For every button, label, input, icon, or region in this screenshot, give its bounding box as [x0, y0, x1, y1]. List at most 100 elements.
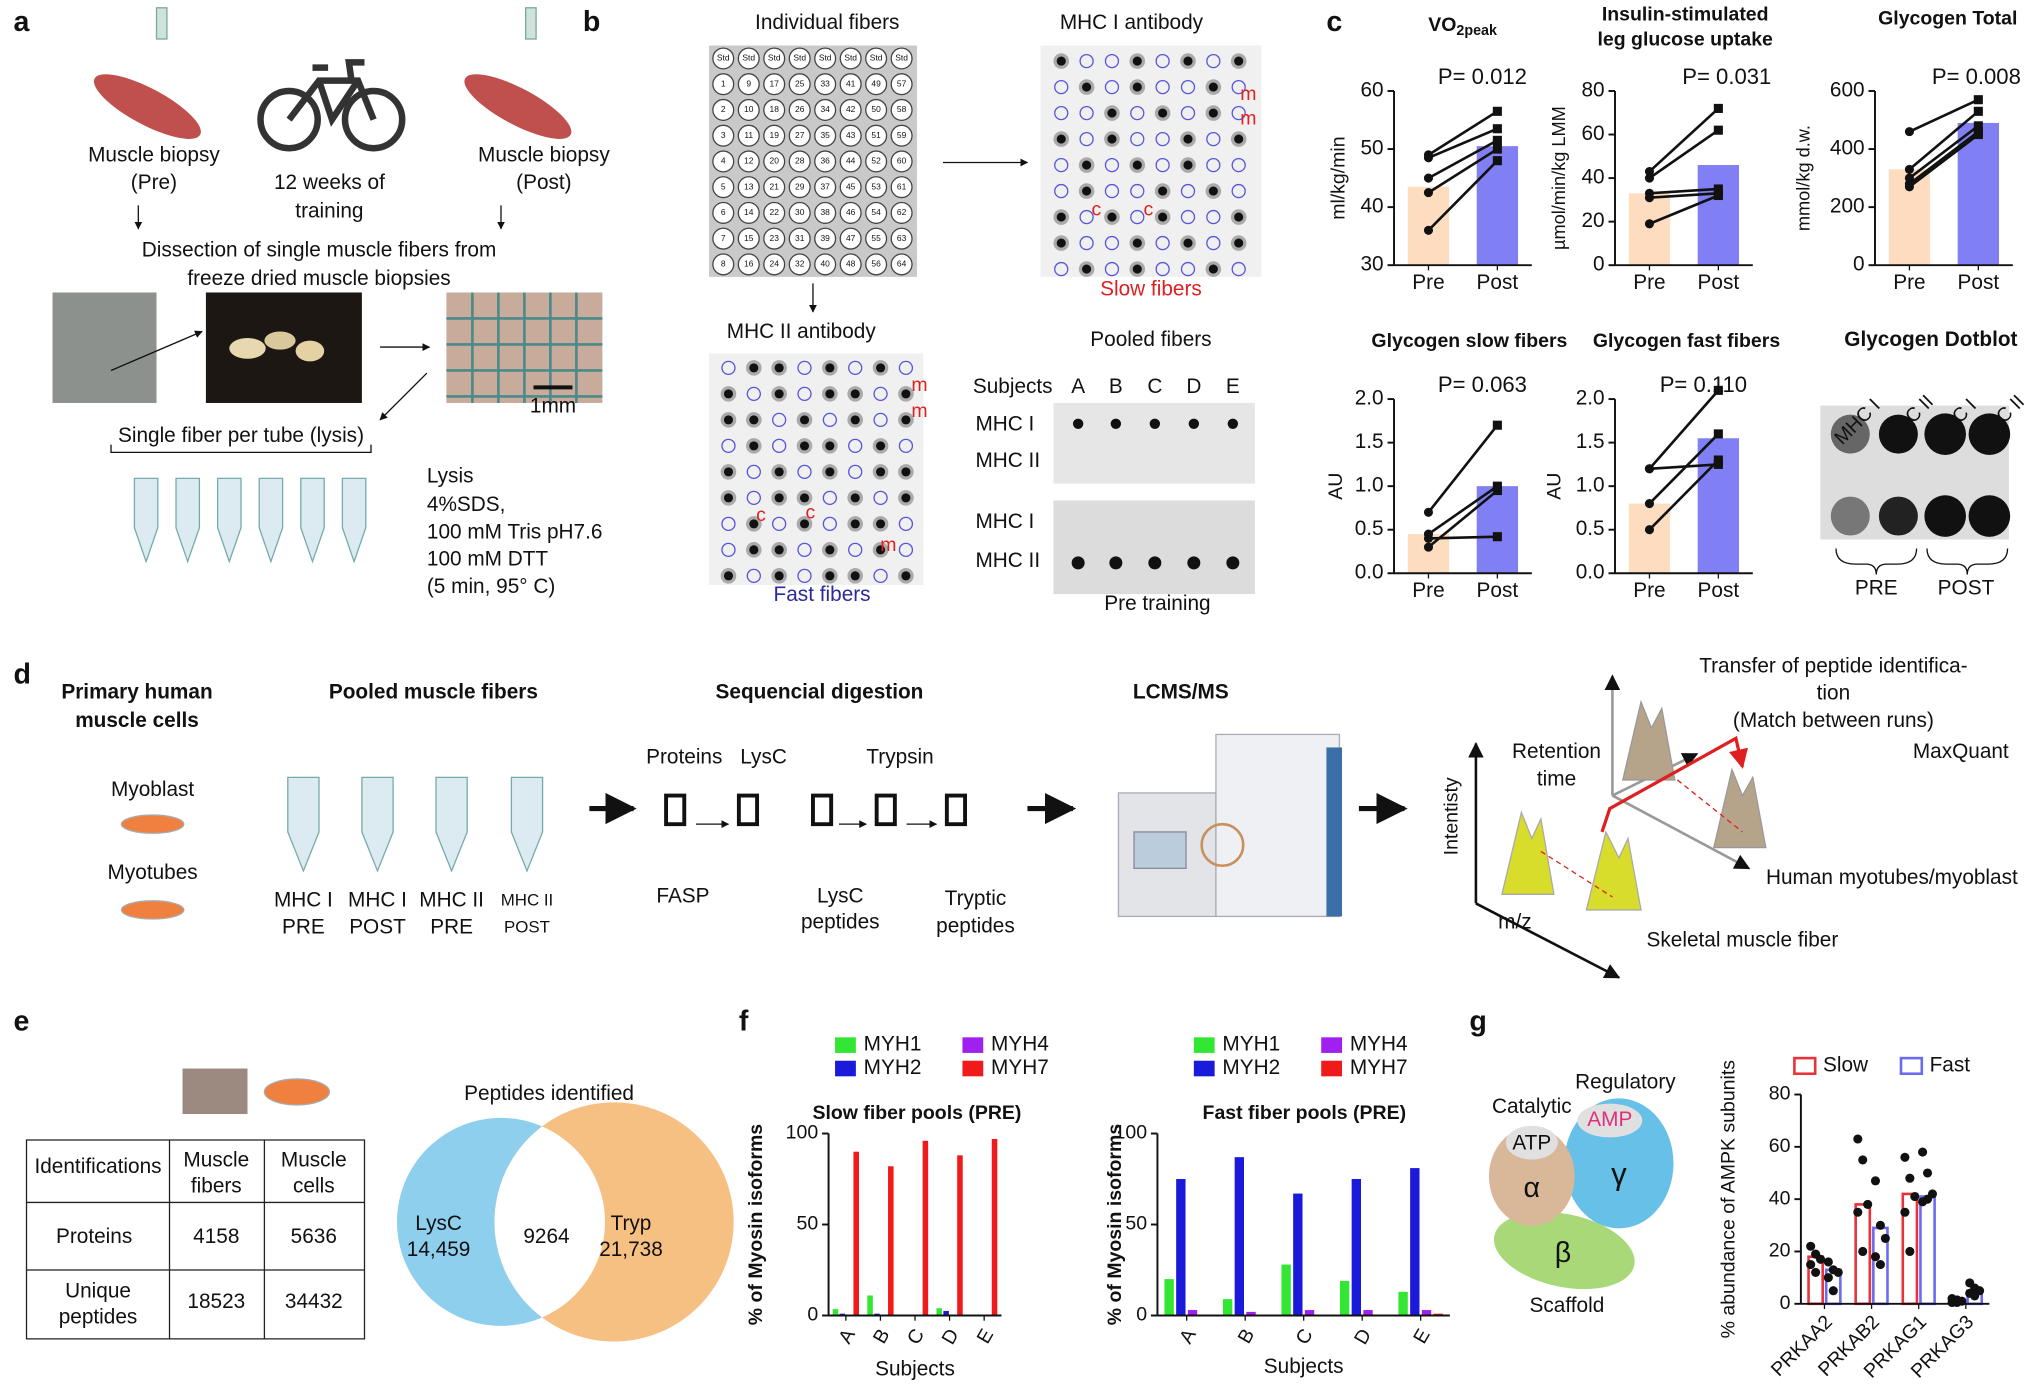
label: LysC — [817, 884, 864, 907]
bar — [1476, 146, 1519, 266]
x-tick-label: A — [1175, 1325, 1201, 1347]
label: 100 mM Tris pH7.6 — [427, 520, 603, 543]
pair-point — [1644, 193, 1655, 203]
well — [814, 227, 837, 250]
well — [737, 150, 760, 173]
well — [763, 176, 786, 199]
well — [788, 253, 811, 276]
blot-ring — [848, 542, 863, 558]
point — [1858, 1246, 1868, 1257]
point — [1880, 1233, 1890, 1243]
well-label: 2 — [721, 104, 726, 114]
label: Subjects — [973, 375, 1053, 398]
label: Trypsin — [866, 745, 933, 768]
pair-point — [1973, 95, 1983, 105]
blot-ring — [1130, 131, 1145, 147]
well — [865, 47, 888, 70]
blot-ring — [1231, 79, 1246, 95]
blot-dot — [825, 389, 835, 399]
x-tick-label: D — [937, 1325, 963, 1348]
well-label: 50 — [871, 104, 881, 114]
well-label: 1 — [721, 78, 726, 88]
pooled-dot — [1072, 418, 1084, 429]
blot-dot — [1107, 212, 1117, 222]
y-tick-label: 60 — [1581, 122, 1604, 145]
pair-point — [1713, 429, 1723, 439]
x-tick-label: C — [1292, 1325, 1318, 1348]
well — [788, 227, 811, 250]
blot-ring — [1206, 157, 1221, 173]
well — [712, 150, 735, 173]
well-label: Std — [717, 53, 730, 63]
well — [865, 73, 888, 96]
label: Pre training — [1104, 592, 1210, 615]
blot-dot — [1183, 56, 1193, 66]
label: Muscle biopsy — [478, 143, 610, 166]
point — [1875, 1220, 1885, 1230]
x-tick-label: Pre — [1412, 579, 1444, 602]
well — [890, 201, 913, 224]
label: (Pre) — [131, 171, 177, 194]
blot-ring — [1206, 209, 1221, 225]
point — [1970, 1291, 1980, 1301]
label: Muscle biopsy — [88, 143, 220, 166]
x-tick-label: Pre — [1633, 579, 1665, 602]
label: 5636 — [291, 1225, 337, 1248]
pair-point — [1904, 127, 1914, 137]
well-label: 10 — [744, 104, 754, 114]
blot-dot — [1234, 56, 1244, 66]
blot-ring — [797, 568, 812, 584]
pair-point — [1713, 125, 1723, 135]
blot-dot — [1234, 212, 1244, 222]
well — [839, 124, 862, 147]
label: c — [805, 502, 815, 524]
blot-ring — [1079, 235, 1094, 251]
well-label: 15 — [744, 233, 754, 243]
pair-point — [1644, 464, 1655, 474]
blot-ring — [898, 516, 914, 532]
blot-dot — [799, 415, 810, 425]
x-tick-label: C — [903, 1325, 929, 1348]
blot-dot — [901, 389, 911, 399]
point — [1853, 1207, 1863, 1217]
blot-ring — [873, 412, 888, 428]
well — [763, 47, 786, 70]
y-axis-label: % of Myosin isoforms — [1104, 1124, 1126, 1326]
y-tick-label: 50 — [1125, 1213, 1147, 1235]
legend-swatch — [1321, 1060, 1343, 1077]
bar — [936, 1308, 942, 1316]
x-tick-label: Post — [1477, 271, 1519, 294]
blot-ring — [797, 386, 812, 402]
label: peptides — [801, 910, 880, 933]
well — [839, 176, 862, 199]
label: Dissection of single muscle fibers from — [142, 238, 497, 261]
label: muscle cells — [75, 709, 199, 732]
pair-point — [1644, 525, 1655, 535]
label: AMP — [1587, 1108, 1632, 1131]
bar — [1957, 122, 1999, 266]
blot-ring — [797, 360, 812, 376]
p-value: P= 0.110 — [1660, 372, 1747, 397]
well — [712, 124, 735, 147]
pair-line — [1427, 139, 1498, 180]
well — [890, 47, 913, 70]
label: peptides — [59, 1306, 138, 1329]
pair-point — [1644, 219, 1655, 229]
blot-ring — [1130, 209, 1145, 225]
label: Myotubes — [108, 861, 198, 884]
panel-label: f — [739, 1006, 749, 1038]
x-tick-label: Post — [1698, 579, 1740, 602]
label: LysC — [740, 745, 787, 768]
well-label: 60 — [897, 156, 907, 166]
pair-line — [1908, 110, 1980, 171]
blot-ring — [873, 568, 888, 584]
pair-line — [1908, 98, 1979, 133]
label: POST — [504, 918, 550, 937]
pair-line — [1427, 147, 1499, 194]
chart-title-sub: 2peak — [1456, 23, 1497, 39]
blot-dot — [1158, 186, 1168, 196]
blot-ring — [822, 490, 838, 506]
pair-point — [1904, 182, 1914, 192]
blot-dot — [774, 363, 784, 373]
label: MaxQuant — [1913, 740, 2009, 763]
